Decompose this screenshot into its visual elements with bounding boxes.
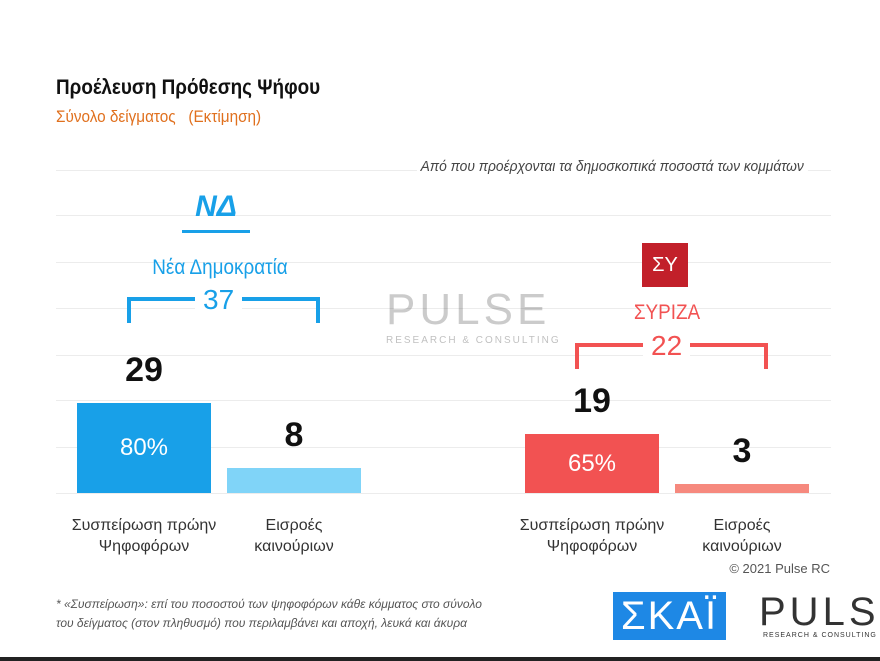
category-label-nd-inflow: Εισροές καινούριων — [254, 517, 334, 555]
gridline — [56, 355, 831, 356]
gridline — [56, 447, 831, 448]
chart-title: Προέλευση Πρόθεσης Ψήφου — [56, 76, 321, 99]
retention-pct-syriza: 65% — [567, 449, 617, 477]
category-label-syriza-inflow: Εισροές καινούριων — [702, 517, 782, 555]
nd-logo: ΝΔ — [182, 190, 250, 233]
bar-syriza-1 — [675, 483, 809, 493]
gridline — [56, 308, 831, 309]
category-label-nd-retention: Συσπείρωση πρώην Ψηφοφόρων — [71, 517, 217, 555]
gridline — [56, 262, 831, 263]
total-value-nd: 37 — [195, 284, 243, 316]
value-label-syriza-0: 19 — [573, 381, 611, 420]
chart-caption: Από που προέρχονται τα δημοσκοπικά ποσοσ… — [417, 158, 808, 175]
retention-pct-nd: 80% — [119, 433, 169, 461]
bar-nd-1 — [227, 468, 361, 493]
value-label-syriza-1: 3 — [732, 431, 752, 470]
footnote: * «Συσπείρωση»: επί του ποσοστού των ψηφ… — [56, 597, 482, 630]
bar-syriza-0: 65% — [525, 433, 659, 493]
bottom-bar — [0, 657, 880, 661]
bar-nd-0: 80% — [77, 402, 211, 493]
party-label-nd: Νέα Δημοκρατία — [152, 256, 288, 279]
watermark-pulse: PULSE RESEARCH & CONSULTING — [386, 285, 561, 346]
syriza-logo: ΣΥ — [642, 243, 688, 287]
skai-logo: ΣΚΑΪ — [613, 592, 726, 640]
gridline — [56, 400, 831, 401]
total-value-syriza: 22 — [643, 330, 691, 362]
chart-subtitle: Σύνολο δείγματος (Εκτίμηση) — [56, 107, 262, 126]
party-label-syriza: ΣΥΡΙΖΑ — [633, 301, 701, 324]
value-label-nd-0: 29 — [125, 350, 163, 389]
gridline — [56, 215, 831, 216]
pulse-logo: PULSE RESEARCH & CONSULTING — [759, 590, 880, 639]
gridline — [56, 493, 831, 494]
copyright: © 2021 Pulse RC — [729, 561, 830, 576]
category-label-syriza-retention: Συσπείρωση πρώην Ψηφοφόρων — [519, 517, 665, 555]
value-label-nd-1: 8 — [284, 416, 304, 455]
